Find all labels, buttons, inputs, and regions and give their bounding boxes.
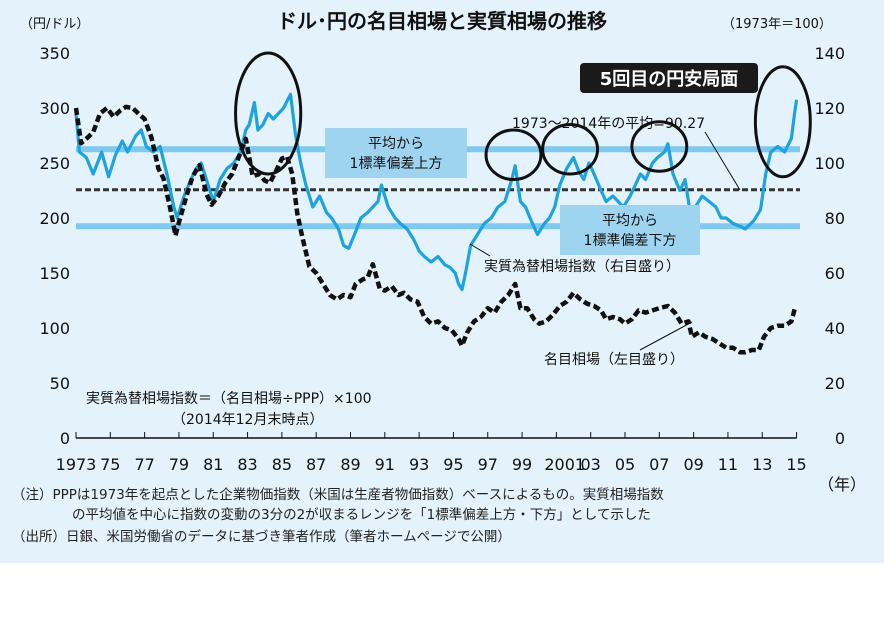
real-series-leader [469,243,491,257]
right-tick-label: 120 [814,99,845,118]
x-tick-label: 97 [478,455,498,474]
left-tick-label: 300 [39,99,70,118]
x-tick-label: 81 [203,455,223,474]
nominal-exchange-rate-line [73,104,798,355]
upper-band-label-line2: 1標準偏差上方 [350,156,443,172]
chart-frame [0,0,884,563]
x-tick-label: 87 [306,455,326,474]
highlight-ellipses [234,51,812,181]
note-line2: の平均値を中心に指数の変動の3分の2が収まるレンジを「1標準偏差上方・下方」とし… [72,506,651,523]
x-tick-label: 93 [409,455,429,474]
chart-title: ドル･円の名目相場と実質相場の推移 [277,9,607,33]
highlight-ellipse [484,128,543,181]
x-tick-label: 95 [443,455,463,474]
source-line: （出所）日銀、米国労働省のデータに基づき筆者作成（筆者ホームページで公開） [12,528,511,545]
series-layer [73,92,799,355]
left-tick-label: 100 [39,319,70,338]
real-series-label: 実質為替相場指数（右目盛り） [484,259,680,275]
x-tick-label: 1973 [56,455,97,474]
formula-line2: （2014年12月末時点） [172,412,323,428]
x-tick-label: 75 [100,455,120,474]
x-tick-label: 15 [786,455,806,474]
x-tick-label: 09 [683,455,703,474]
left-tick-label: 200 [39,209,70,228]
x-tick-label: 91 [375,455,395,474]
nominal-series-label: 名目相場（左目盛り） [544,352,684,368]
x-tick-label: 77 [134,455,154,474]
highlight-label-box [580,63,758,93]
left-tick-label: 150 [39,264,70,283]
right-axis-unit: （1973年＝100） [722,17,832,32]
x-tick-label: 07 [649,455,669,474]
left-tick-label: 50 [50,374,70,393]
right-tick-label: 20 [825,374,845,393]
highlight-label: 5回目の円安局面 [600,68,739,90]
right-axis-ticks: 0 20 40 60 80 100 120 140 [814,44,845,448]
x-tick-label: 85 [272,455,292,474]
x-tick-label: 2001 [544,455,585,474]
x-tick-label: 11 [718,455,738,474]
lower-band-label-line2: 1標準偏差下方 [584,233,677,249]
left-axis-unit: （円/ドル） [20,17,89,32]
mean-line-label: 1973～2014年の平均=90.27 [512,116,705,132]
left-tick-label: 350 [39,44,70,63]
nominal-series-leader [639,321,693,351]
highlight-ellipse [541,123,600,176]
x-tick-label: 03 [581,455,601,474]
right-tick-label: 40 [825,319,845,338]
formula-line1: 実質為替相場指数＝（名目相場÷PPP）×100 [86,391,372,407]
lower-band-label-box [560,205,700,255]
note-line1: （注）PPPは1973年を起点とした企業物価指数（米国は生産者物価指数）ベースに… [12,486,664,503]
right-tick-label: 0 [835,429,845,448]
left-tick-label: 0 [60,429,70,448]
lower-band-label-line1: 平均から [602,213,658,229]
upper-band-label-line1: 平均から [368,136,424,152]
x-axis-unit: （年） [818,475,866,494]
highlight-ellipse [753,65,812,179]
x-tick-label: 05 [615,455,635,474]
chart-svg: ドル･円の名目相場と実質相場の推移 （円/ドル） （1973年＝100） （年）… [12,9,866,545]
real-exchange-rate-line [74,92,799,292]
right-tick-label: 80 [825,209,845,228]
x-tick-label: 83 [237,455,257,474]
right-tick-label: 100 [814,154,845,173]
x-tick-label: 79 [169,455,189,474]
x-tick-label: 89 [340,455,360,474]
highlight-ellipse [234,51,303,176]
x-tick-label: 99 [512,455,532,474]
highlight-ellipse [630,120,689,173]
upper-band-label-box [325,128,467,178]
x-tick-label: 13 [752,455,772,474]
right-tick-label: 140 [814,44,845,63]
mean-label-leader [704,131,741,191]
left-axis-ticks: 0 50 100 150 200 250 300 350 [39,44,70,448]
right-tick-label: 60 [825,264,845,283]
left-tick-label: 250 [39,154,70,173]
